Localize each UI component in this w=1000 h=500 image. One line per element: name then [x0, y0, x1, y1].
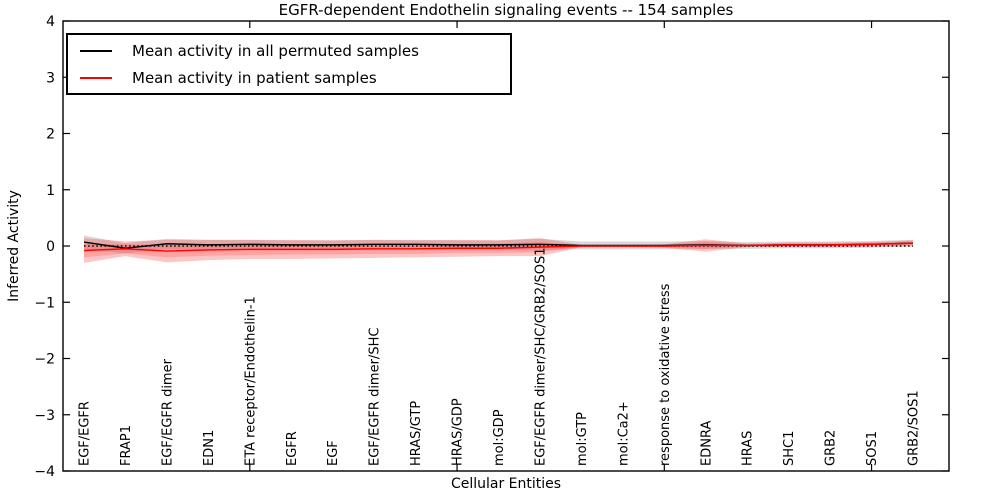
x-category-label: SHC1: [782, 431, 797, 466]
x-category-label: EGFR: [285, 431, 300, 466]
legend-label-patient: Mean activity in patient samples: [132, 68, 377, 87]
x-axis-label: Cellular Entities: [450, 476, 562, 492]
x-category-label: EGF/EGFR dimer/SHC/GRB2/SOS1: [533, 248, 548, 467]
x-category-label: EDNRA: [699, 421, 714, 466]
y-tick-label: −2: [34, 352, 55, 368]
x-category-label: mol:Ca2+: [616, 401, 631, 466]
y-tick-label: 2: [46, 127, 55, 143]
legend-entry-permuted: Mean activity in all permuted samples: [68, 38, 510, 64]
x-category-label: HRAS/GTP: [409, 401, 424, 466]
y-tick-label: 3: [46, 70, 55, 86]
legend-entry-patient: Mean activity in patient samples: [68, 65, 510, 91]
x-category-label: HRAS: [741, 431, 756, 466]
x-category-label: SOS1: [865, 431, 880, 466]
x-category-label: HRAS/GDP: [451, 398, 466, 466]
patient-mean-line: [83, 242, 914, 252]
y-tick-label: −4: [34, 464, 55, 480]
x-category-label: ETA receptor/Endothelin-1: [243, 296, 258, 466]
legend: Mean activity in all permuted samples Me…: [66, 33, 512, 95]
x-category-label: GRB2/SOS1: [907, 390, 922, 466]
y-tick-label: 1: [46, 183, 55, 199]
y-tick-label: −1: [34, 295, 55, 311]
chart-title: EGFR-dependent Endothelin signaling even…: [278, 1, 734, 19]
y-tick-label: −3: [34, 408, 55, 424]
y-tick-label: 4: [46, 14, 55, 30]
x-category-label: EGF/EGFR dimer: [160, 358, 175, 466]
permuted-line-swatch: [80, 49, 112, 52]
x-category-label: mol:GDP: [492, 409, 507, 466]
legend-label-permuted: Mean activity in all permuted samples: [132, 41, 419, 60]
x-category-label: GRB2: [824, 430, 839, 466]
x-category-label: FRAP1: [119, 425, 134, 466]
patient-line-swatch: [80, 76, 112, 79]
x-category-label: mol:GTP: [575, 412, 590, 466]
x-category-label: EGF/EGFR dimer/SHC: [368, 328, 383, 466]
x-category-label: EGF/EGFR: [78, 401, 93, 466]
x-category-label: EDN1: [202, 430, 217, 466]
x-category-label: response to oxidative stress: [658, 283, 673, 466]
x-category-label: EGF: [326, 440, 341, 466]
y-tick-label: 0: [46, 239, 55, 255]
